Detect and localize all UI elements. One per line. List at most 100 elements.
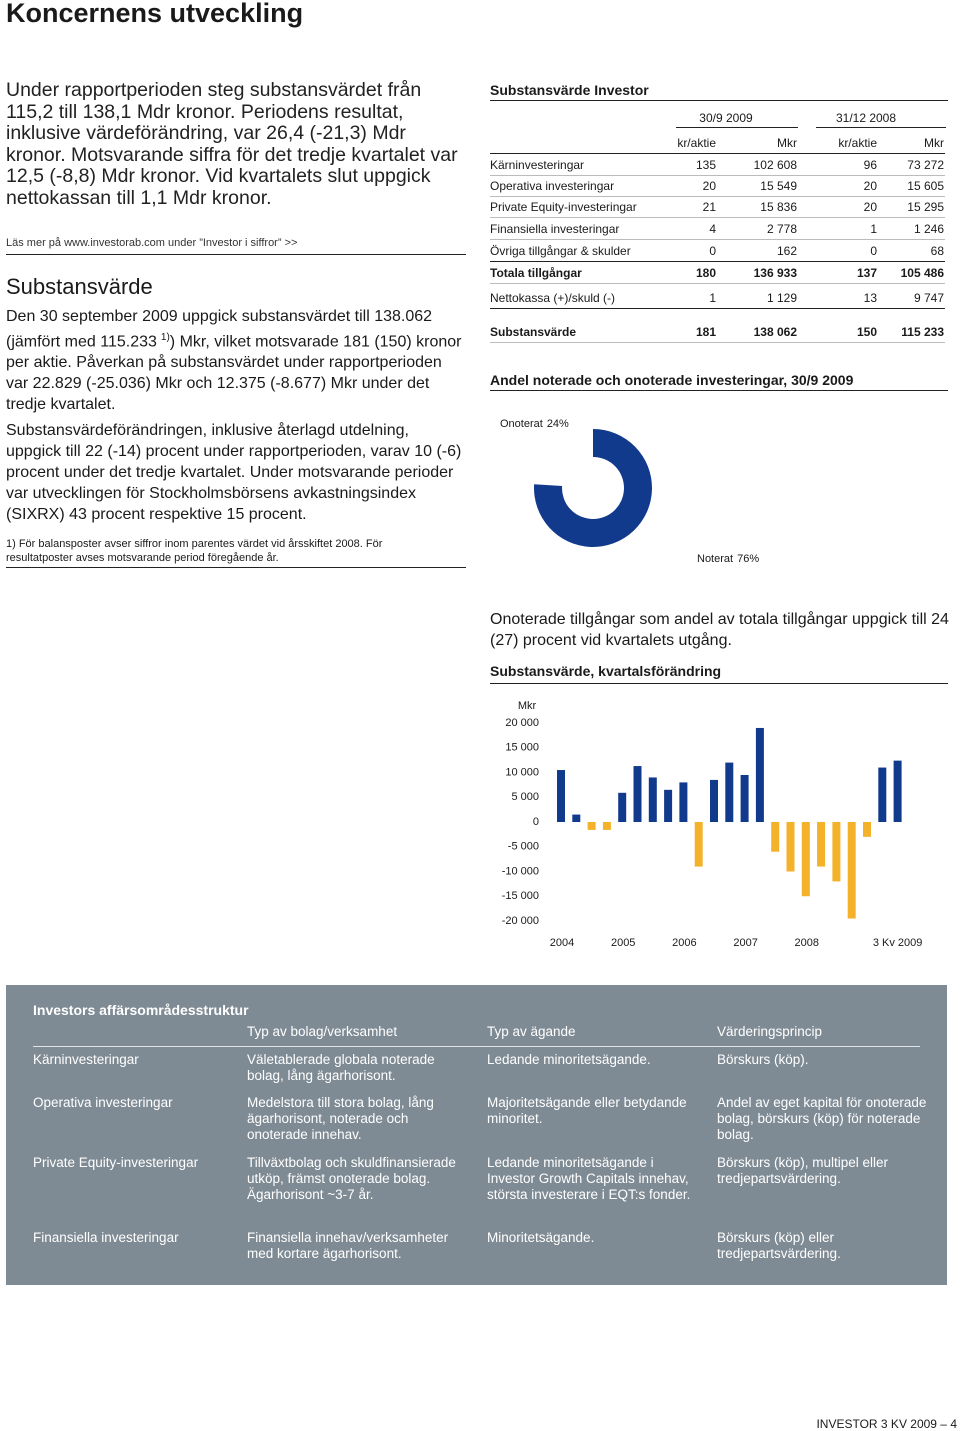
rule	[816, 127, 946, 128]
bar	[863, 822, 871, 837]
segment-label: Onoterat 24%	[500, 418, 569, 430]
bar	[832, 822, 841, 882]
cell: 13	[863, 291, 877, 305]
column-header: Typ av ägande	[487, 1024, 576, 1039]
row-label: Övriga tillgångar & skulder	[490, 244, 631, 258]
rule	[6, 567, 466, 568]
bar	[572, 814, 581, 822]
bar	[664, 789, 673, 822]
bar	[847, 822, 856, 919]
cell: 15 605	[907, 179, 944, 193]
rule	[490, 153, 945, 154]
cell: 138 062	[753, 325, 797, 339]
footnote: 1) För balansposter avser siffror inom p…	[6, 538, 383, 564]
cell: 136 933	[753, 266, 797, 280]
cell: 68	[930, 244, 944, 258]
rule	[490, 175, 945, 176]
cell: 1	[709, 291, 716, 305]
cell: 20	[702, 179, 716, 193]
segment-value: 24%	[547, 418, 569, 430]
cell: 1	[870, 222, 877, 236]
cell: Börskurs (köp), multipel eller tredjepar…	[717, 1155, 889, 1186]
bar	[694, 822, 703, 867]
donut-segment	[534, 429, 593, 487]
paragraph: Onoterade tillgångar som andel av totala…	[490, 611, 949, 649]
x-tick-label: 2006	[672, 937, 696, 949]
cell: Finansiella innehav/verksamheter med kor…	[247, 1230, 449, 1261]
paragraph: Den 30 september 2009 uppgick substansvä…	[6, 306, 466, 415]
rule	[490, 100, 948, 101]
cell: 0	[870, 244, 877, 258]
y-tick-label: -15 000	[502, 890, 539, 902]
cell: 2 778	[766, 222, 797, 236]
cell: 105 486	[900, 266, 944, 280]
rule	[490, 308, 945, 309]
rule	[490, 217, 945, 218]
y-tick-label: 10 000	[505, 766, 539, 778]
cell: 115 233	[901, 325, 944, 339]
bar	[648, 777, 657, 822]
bar	[633, 766, 642, 822]
group-header: 30/9 2009	[699, 111, 753, 125]
cell: Finansiella investeringar	[33, 1230, 179, 1245]
cell: 1 129	[766, 291, 797, 305]
footer: INVESTOR 3 KV 2009 – 4	[816, 1417, 957, 1431]
bar	[817, 822, 826, 867]
chart-title: Andel noterade och onoterade investering…	[490, 372, 854, 388]
cell: 137	[856, 266, 877, 280]
bar	[801, 822, 810, 897]
cell: Medelstora till stora bolag, lång ägarho…	[247, 1095, 434, 1142]
column-header: Mkr	[777, 136, 797, 150]
group-header: 31/12 2008	[835, 111, 897, 125]
segment-name: Onoterat	[500, 418, 543, 430]
row-label: Substansvärde	[490, 325, 577, 339]
cell: Väletablerade globala noterade bolag, lå…	[247, 1052, 435, 1083]
row-label: Private Equity-investeringar	[490, 200, 637, 214]
link[interactable]: Läs mer på www.investorab.com under ”Inv…	[6, 237, 298, 249]
cell: Andel av eget kapital för onoterade bola…	[717, 1095, 927, 1142]
segment-value: 76%	[737, 553, 759, 565]
row-label: Finansiella investeringar	[490, 222, 620, 236]
cell: 0	[709, 244, 716, 258]
structure-box	[6, 985, 947, 1285]
cell: 1 246	[913, 222, 944, 236]
bar	[771, 822, 780, 852]
y-tick-label: 0	[533, 816, 539, 828]
y-tick-label: -10 000	[502, 865, 539, 877]
cell: Majoritetsägande eller betydande minorit…	[487, 1095, 687, 1126]
cell: 73 272	[907, 158, 944, 172]
cell: 21	[702, 200, 716, 214]
y-tick-label: 20 000	[505, 717, 539, 729]
y-tick-label: -5 000	[508, 841, 539, 853]
cell: 180	[695, 266, 716, 280]
y-tick-label: 15 000	[505, 742, 539, 754]
axis-label: Mkr	[518, 700, 537, 712]
cell: Kärninvesteringar	[33, 1052, 139, 1067]
cell: 102 608	[753, 158, 797, 172]
cell: 20	[863, 179, 877, 193]
rule	[490, 261, 945, 262]
rule	[490, 196, 945, 197]
heading: Substansvärde	[6, 274, 153, 299]
bar	[755, 727, 764, 822]
y-tick-label: 5 000	[511, 791, 539, 803]
row-label: Operativa investeringar	[490, 179, 615, 193]
bar	[679, 782, 688, 822]
cell: Ledande minoritetsägande i Investor Grow…	[487, 1155, 691, 1202]
text: Den 30 september 2009 uppgick substansvä…	[6, 308, 433, 351]
cell: 4	[709, 222, 716, 236]
column-header: Mkr	[924, 136, 944, 150]
cell: Minoritetsägande.	[487, 1230, 595, 1245]
cell: Börskurs (köp).	[717, 1052, 809, 1067]
footnote-ref: 1)	[160, 332, 170, 343]
cell: 162	[776, 244, 797, 258]
page-title: Koncernens utveckling	[6, 0, 304, 28]
x-tick-label: 2004	[550, 937, 574, 949]
column-header: kr/aktie	[677, 136, 716, 150]
cell: Tillväxtbolag och skuldfinansierade utkö…	[247, 1155, 456, 1202]
rule	[33, 1046, 920, 1047]
cell: Private Equity-investeringar	[33, 1155, 199, 1170]
cell: 20	[863, 200, 877, 214]
structure-title: Investors affärsområdesstruktur	[33, 1002, 249, 1018]
segment-name: Noterat	[697, 553, 733, 565]
